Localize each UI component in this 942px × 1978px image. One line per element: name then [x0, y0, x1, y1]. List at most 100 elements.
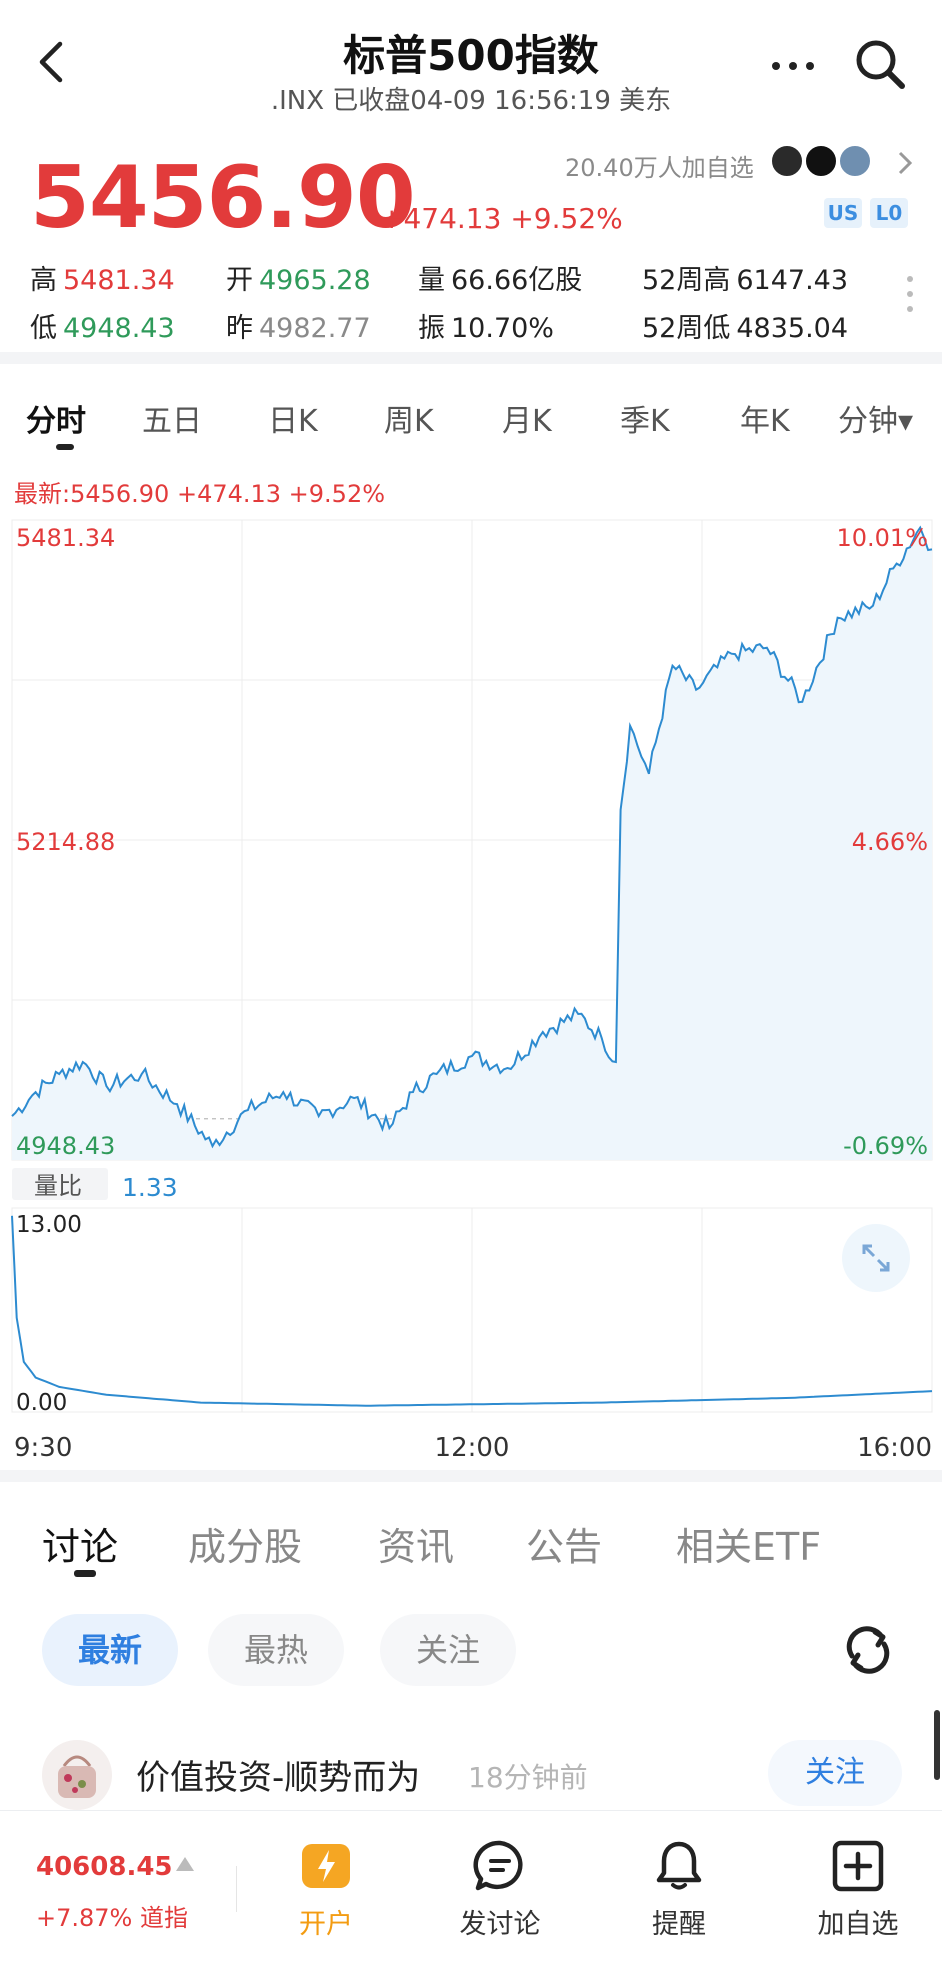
stat-value: 4982.77 [259, 313, 371, 344]
tab-period[interactable]: 年K [740, 404, 790, 439]
vol-frame [11, 1207, 933, 1413]
stat-label: 低 [30, 313, 57, 344]
stat-value: 4948.43 [63, 313, 175, 344]
post-author[interactable]: 价值投资-顺势而为 [136, 1758, 421, 1798]
y-axis-label: 4948.43 [16, 1132, 115, 1160]
lightning-icon[interactable] [298, 1838, 354, 1894]
nav-post-discussion[interactable]: 发讨论 [459, 1909, 541, 1940]
watchlist-count[interactable]: 20.40万人加自选 [565, 154, 754, 182]
current-price: 5456.90 [30, 148, 416, 248]
dow-change[interactable]: +7.87% 道指 [36, 1904, 188, 1932]
tab-period[interactable]: 月K [502, 404, 552, 439]
y-axis-label-pct: -0.69% [843, 1132, 928, 1160]
follow-button[interactable]: 关注 [768, 1740, 902, 1806]
nav-open-account[interactable]: 开户 [299, 1909, 353, 1940]
y-axis-label-pct: 10.01% [836, 524, 928, 552]
tab-content[interactable]: 讨论 [42, 1525, 119, 1569]
stat-label: 高 [30, 265, 57, 296]
stat-item: 振 10.70% [418, 306, 554, 345]
level-badge: L0 [870, 198, 908, 228]
nav-add-watchlist[interactable]: 加自选 [817, 1909, 899, 1940]
chat-bubble-icon[interactable] [472, 1838, 528, 1894]
stat-item: 昨 4982.77 [226, 306, 371, 345]
latest-quote-line: 最新:5456.90 +474.13 +9.52% [14, 480, 386, 508]
back-arrow-icon[interactable] [32, 38, 72, 86]
stat-value: 4965.28 [259, 265, 371, 296]
market-badge: US [824, 198, 862, 228]
vol-axis-label: 0.00 [16, 1390, 67, 1416]
stat-item: 开 4965.28 [226, 258, 371, 297]
stat-item: 高 5481.34 [30, 258, 175, 297]
price-change: +474.13 +9.52% [380, 202, 623, 235]
filter-latest[interactable]: 最新 [42, 1614, 178, 1686]
avatar[interactable] [42, 1740, 112, 1810]
vol-axis-label: 13.00 [16, 1212, 82, 1238]
intraday-chart[interactable]: 5481.34 5214.88 4948.43 10.01% 4.66% -0.69% 量比… [0, 510, 942, 1470]
tab-period[interactable]: 分时 [26, 404, 86, 439]
triangle-up-icon [176, 1857, 194, 1871]
stat-value: 10.70% [451, 313, 554, 344]
nav-alert[interactable]: 提醒 [652, 1909, 706, 1940]
more-vertical-icon[interactable] [906, 274, 914, 314]
follower-avatar [804, 144, 838, 178]
stat-item: 量 66.66亿股 [418, 258, 582, 297]
tab-content[interactable]: 相关ETF [676, 1525, 822, 1569]
y-axis-label: 5214.88 [16, 828, 115, 856]
x-axis-label: 9:30 [14, 1433, 72, 1463]
divider [0, 1470, 942, 1482]
stat-label: 52周低 [642, 313, 731, 344]
tab-period[interactable]: 季K [620, 404, 670, 439]
stat-item: 低 4948.43 [30, 306, 175, 345]
follower-avatar [838, 144, 872, 178]
tab-period[interactable]: 分钟▾ [838, 404, 914, 439]
more-icon[interactable] [768, 58, 818, 74]
bag-icon [58, 1755, 96, 1798]
divider [236, 1866, 237, 1912]
stat-item: 52周低 4835.04 [642, 306, 848, 345]
scrollbar[interactable] [934, 1710, 940, 1780]
x-axis-label: 16:00 [857, 1433, 932, 1463]
search-icon[interactable] [852, 36, 908, 92]
tab-indicator [74, 1570, 96, 1577]
stat-label: 量 [418, 265, 445, 296]
y-axis-label-pct: 4.66% [852, 828, 928, 856]
stat-item: 52周高 6147.43 [642, 258, 848, 297]
stat-label: 振 [418, 313, 445, 344]
bottom-bar [0, 1810, 942, 1978]
stat-value: 6147.43 [736, 265, 849, 296]
page-title: 标普500指数 [343, 31, 599, 80]
tab-period[interactable]: 周K [384, 404, 434, 439]
expand-icon [862, 1244, 890, 1272]
vol-ratio-value: 1.33 [122, 1173, 178, 1202]
tab-content[interactable]: 成分股 [188, 1525, 303, 1569]
stat-value: 5481.34 [63, 265, 175, 296]
tab-content[interactable]: 资讯 [378, 1525, 455, 1569]
stat-value: 4835.04 [736, 313, 849, 344]
follower-avatar [770, 144, 804, 178]
tab-indicator [56, 444, 74, 450]
divider [0, 352, 942, 364]
stat-label: 开 [226, 265, 253, 296]
post-time: 18分钟前 [468, 1761, 588, 1794]
y-axis-label: 5481.34 [16, 524, 115, 552]
vol-label-bg [12, 1168, 108, 1200]
tab-content[interactable]: 公告 [526, 1525, 603, 1569]
stat-value: 66.66亿股 [451, 265, 583, 296]
stat-label: 昨 [226, 313, 253, 344]
refresh-icon[interactable] [838, 1620, 898, 1680]
x-axis-label: 12:00 [435, 1433, 510, 1463]
chevron-right-icon[interactable] [896, 150, 914, 176]
tab-period[interactable]: 五日 [142, 404, 202, 439]
vol-ratio-line [11, 1215, 933, 1407]
price-line [11, 525, 933, 1149]
vol-ratio-label: 量比 [34, 1172, 82, 1200]
market-status: .INX 已收盘04-09 16:56:19 美东 [270, 86, 672, 116]
expand-button[interactable] [842, 1224, 910, 1292]
bell-icon[interactable] [651, 1838, 707, 1894]
tab-period[interactable]: 日K [268, 404, 318, 439]
stat-label: 52周高 [642, 265, 731, 296]
filter-hot[interactable]: 最热 [208, 1614, 344, 1686]
add-box-icon[interactable] [830, 1838, 886, 1894]
filter-following[interactable]: 关注 [380, 1614, 516, 1686]
dow-value[interactable]: 40608.45 [36, 1852, 173, 1882]
